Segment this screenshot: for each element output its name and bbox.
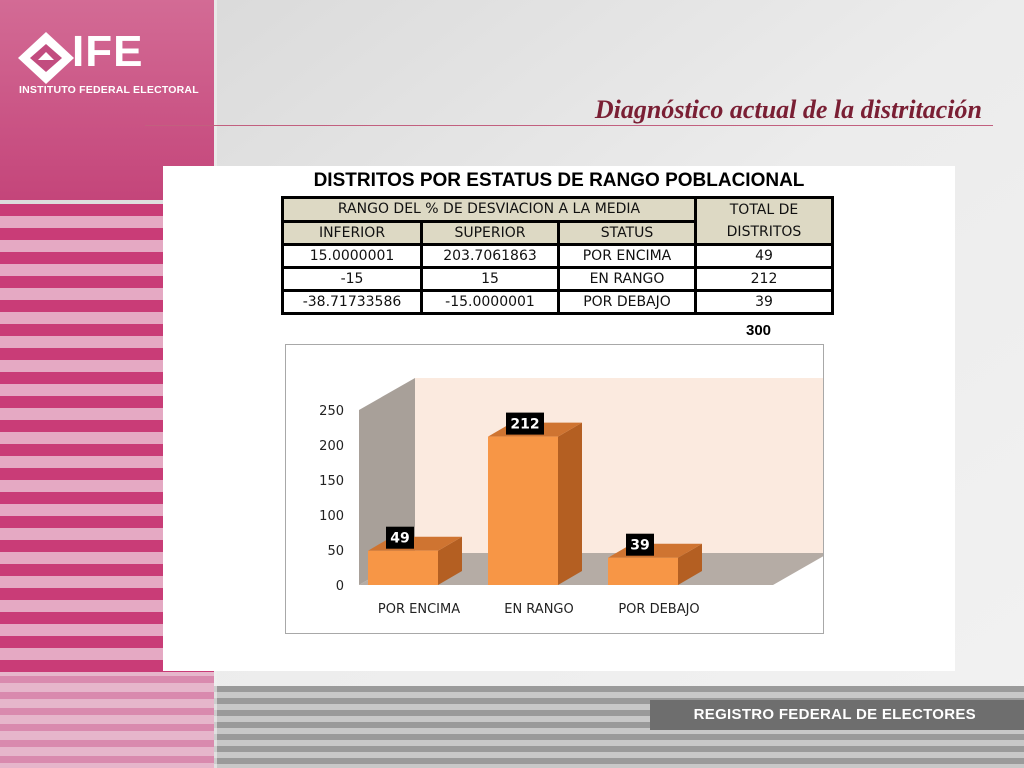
total-header-line2: DISTRITOS bbox=[726, 224, 802, 240]
table-row: -15 15 EN RANGO 212 bbox=[281, 266, 834, 292]
x-tick-label: POR ENCIMA bbox=[378, 602, 460, 617]
table-cell: POR DEBAJO bbox=[557, 289, 697, 315]
table-cell: 39 bbox=[694, 289, 834, 315]
data-label: 49 bbox=[386, 526, 414, 549]
y-tick-label: 250 bbox=[319, 404, 344, 419]
total-header: TOTAL DE DISTRITOS bbox=[694, 196, 834, 246]
slide-title: Diagnóstico actual de la distritación bbox=[594, 95, 982, 124]
y-tick-label: 150 bbox=[319, 474, 344, 489]
x-tick-label: EN RANGO bbox=[504, 602, 574, 617]
data-label: 212 bbox=[506, 412, 544, 435]
districts-table: RANGO DEL % DE DESVIACION A LA MEDIA TOT… bbox=[281, 196, 834, 315]
footer-text: REGISTRO FEDERAL DE ELECTORES bbox=[693, 706, 976, 723]
table-cell: EN RANGO bbox=[557, 266, 697, 292]
logo-wordmark: IFE bbox=[72, 27, 144, 76]
logo-subtitle: INSTITUTO FEDERAL ELECTORAL bbox=[19, 84, 199, 96]
table-header-row: RANGO DEL % DE DESVIACION A LA MEDIA TOT… bbox=[281, 196, 834, 246]
table-cell: 212 bbox=[694, 266, 834, 292]
table-cell: 203.7061863 bbox=[420, 243, 560, 269]
table-subheader-row: INFERIOR SUPERIOR STATUS bbox=[281, 219, 833, 246]
table-cell: 49 bbox=[694, 243, 834, 269]
y-tick-label: 0 bbox=[336, 579, 344, 594]
bar-chart-svg: 0 50 100 150 200 250 49 POR ENCIMA 212 EN RANGO 39… bbox=[319, 378, 829, 617]
ife-logo bbox=[18, 32, 74, 84]
table-cell: -38.71733586 bbox=[281, 289, 423, 315]
table-cell: 15.0000001 bbox=[281, 243, 423, 269]
svg-text:212: 212 bbox=[510, 417, 539, 433]
content-panel: DISTRITOS POR ESTATUS DE RANGO POBLACION… bbox=[163, 166, 955, 671]
table-total: 300 bbox=[746, 322, 772, 339]
svg-text:39: 39 bbox=[630, 538, 649, 554]
total-header-line1: TOTAL DE bbox=[729, 202, 799, 218]
table-cell: -15.0000001 bbox=[420, 289, 560, 315]
chart-bar bbox=[368, 536, 462, 585]
table-row: 15.0000001 203.7061863 POR ENCIMA 49 bbox=[281, 243, 834, 269]
chart-floor bbox=[359, 553, 829, 585]
title-divider bbox=[145, 125, 993, 126]
table-cell: POR ENCIMA bbox=[557, 243, 697, 269]
y-tick-label: 100 bbox=[319, 509, 344, 524]
table-cell: -15 bbox=[281, 266, 423, 292]
column-header: SUPERIOR bbox=[420, 219, 560, 246]
chart-bar bbox=[608, 543, 702, 585]
chart-bar bbox=[488, 422, 582, 585]
group-header: RANGO DEL % DE DESVIACION A LA MEDIA bbox=[281, 196, 697, 223]
y-tick-label: 50 bbox=[327, 544, 344, 559]
chart-back-wall bbox=[415, 378, 829, 553]
table-row: -38.71733586 -15.0000001 POR DEBAJO 39 bbox=[281, 289, 834, 315]
data-label: 39 bbox=[626, 533, 654, 556]
x-tick-label: POR DEBAJO bbox=[618, 602, 699, 617]
column-header: INFERIOR bbox=[281, 219, 423, 246]
bar-chart: 0 50 100 150 200 250 49 POR ENCIMA 212 EN RANGO 39… bbox=[285, 344, 829, 634]
svg-text:49: 49 bbox=[390, 531, 409, 547]
column-header: STATUS bbox=[557, 219, 697, 246]
table-title: DISTRITOS POR ESTATUS DE RANGO POBLACION… bbox=[313, 170, 805, 191]
table-cell: 15 bbox=[420, 266, 560, 292]
y-tick-label: 200 bbox=[319, 439, 344, 454]
